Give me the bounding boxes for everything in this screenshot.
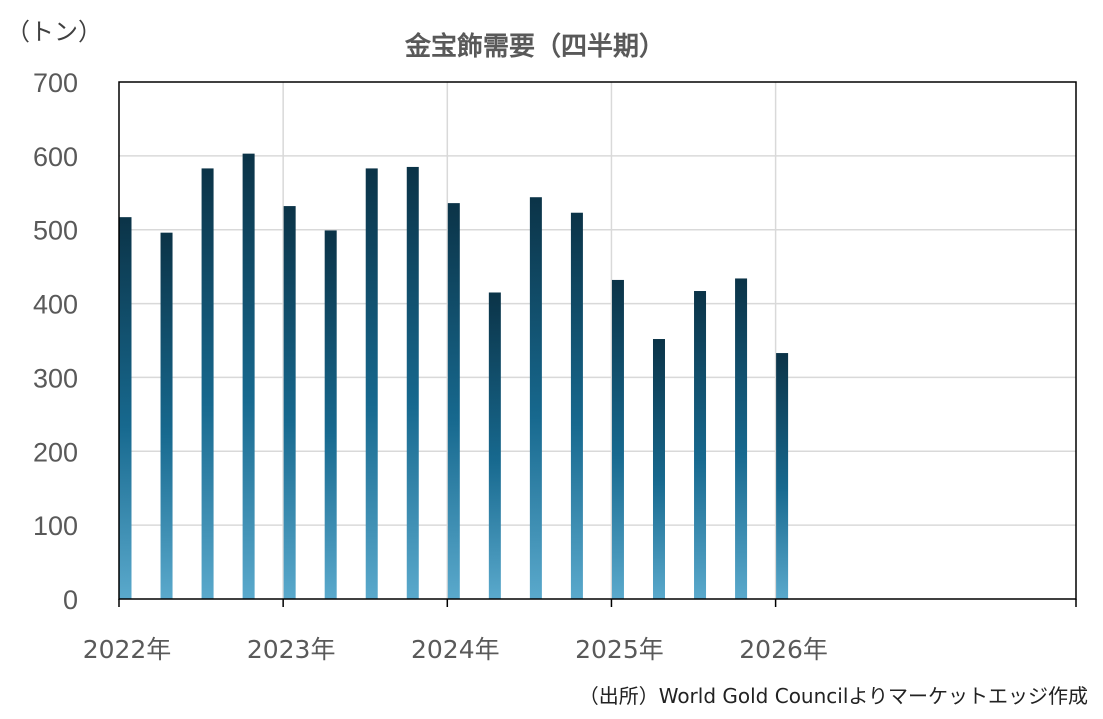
x-axis-ticks: 2022年 2023年 2024年 2025年 2026年	[83, 599, 1077, 664]
bar-2023-q4	[406, 166, 419, 599]
x-tick-label: 2022年	[83, 635, 172, 664]
y-tick-label: 100	[33, 511, 78, 541]
y-tick-label: 700	[33, 68, 78, 98]
y-tick-label: 0	[63, 585, 78, 615]
y-tick-label: 500	[33, 216, 78, 246]
bar-2024-q1	[447, 203, 460, 599]
bar-2023-q3	[365, 168, 378, 600]
y-tick-label: 300	[33, 363, 78, 393]
bar-2023-q2	[324, 230, 337, 599]
bar-2023-q1	[283, 206, 296, 599]
x-tick-label: 2026年	[739, 635, 828, 664]
bar-2025-q1	[611, 279, 624, 599]
bar-2022-q2	[160, 232, 173, 599]
bar-2022-q1	[119, 217, 132, 599]
bar-2022-q4	[242, 153, 255, 600]
bar-2024-q3	[529, 197, 542, 599]
bars	[119, 153, 789, 600]
y-axis-unit: （トン）	[6, 18, 102, 46]
source-note: （出所）World Gold Councilよりマーケットエッジ作成	[579, 684, 1088, 708]
y-axis-ticks: 0 100 200 300 400 500 600 700	[33, 68, 78, 615]
chart-title: 金宝飾需要（四半期）	[404, 31, 665, 62]
y-tick-label: 200	[33, 437, 78, 467]
bar-2025-q3	[694, 291, 707, 599]
bar-2025-q2	[652, 339, 665, 599]
bar-2022-q3	[201, 168, 214, 600]
plot-frame	[118, 81, 1077, 600]
x-tick-label: 2025年	[575, 635, 664, 664]
y-tick-label: 600	[33, 142, 78, 172]
x-tick-label: 2024年	[411, 635, 500, 664]
bar-2024-q2	[488, 292, 501, 599]
bar-2024-q4	[570, 212, 583, 599]
x-tick-label: 2023年	[247, 635, 336, 664]
bar-2026-q1	[776, 353, 789, 599]
y-tick-label: 400	[33, 290, 78, 320]
bar-2025-q4	[735, 278, 748, 599]
gridlines	[119, 82, 1076, 599]
